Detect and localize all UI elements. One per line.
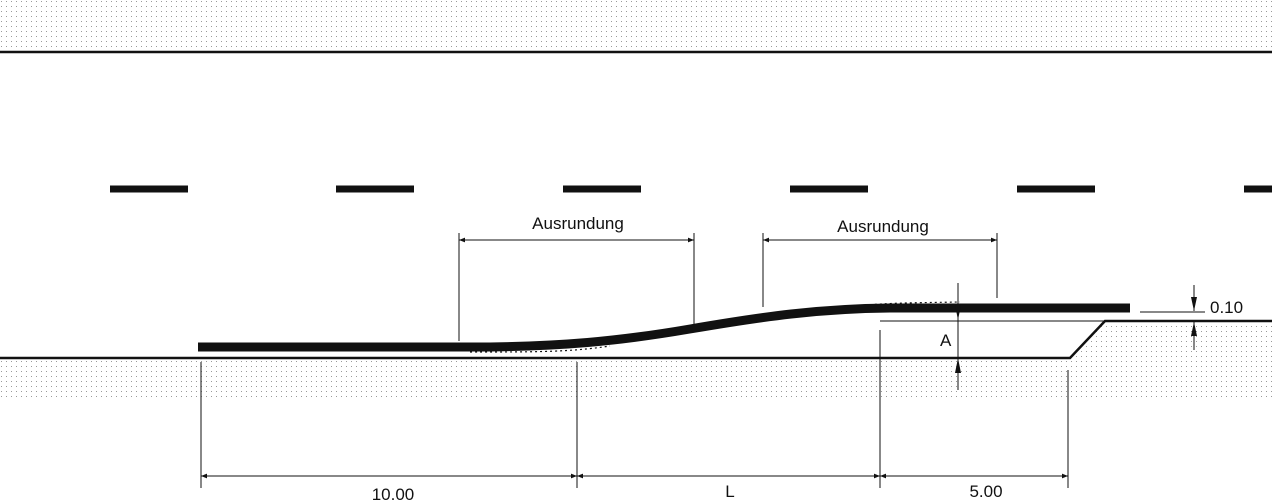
height-arrow-up: [1191, 322, 1197, 336]
offset-label: A: [940, 331, 952, 350]
rounding-label-right: Ausrundung: [837, 217, 929, 236]
verge-top-hatch: [0, 0, 1272, 52]
bottom-road-edge: [0, 319, 1272, 360]
dimension-start-label: 10.00: [372, 485, 415, 504]
verge-bottom-hatch: [0, 322, 1272, 400]
edge-marking-line: [198, 303, 1130, 352]
offset-arrow-up: [955, 358, 961, 373]
dimension-end-label: 5.00: [969, 482, 1002, 501]
height-label: 0.10: [1210, 298, 1243, 317]
height-arrow-down: [1191, 297, 1197, 311]
dimension-transition-label: L: [725, 482, 734, 501]
offset-arrow-down: [955, 305, 961, 320]
guide-dotted-lower: [469, 345, 611, 353]
rounding-label-left: Ausrundung: [532, 214, 624, 233]
